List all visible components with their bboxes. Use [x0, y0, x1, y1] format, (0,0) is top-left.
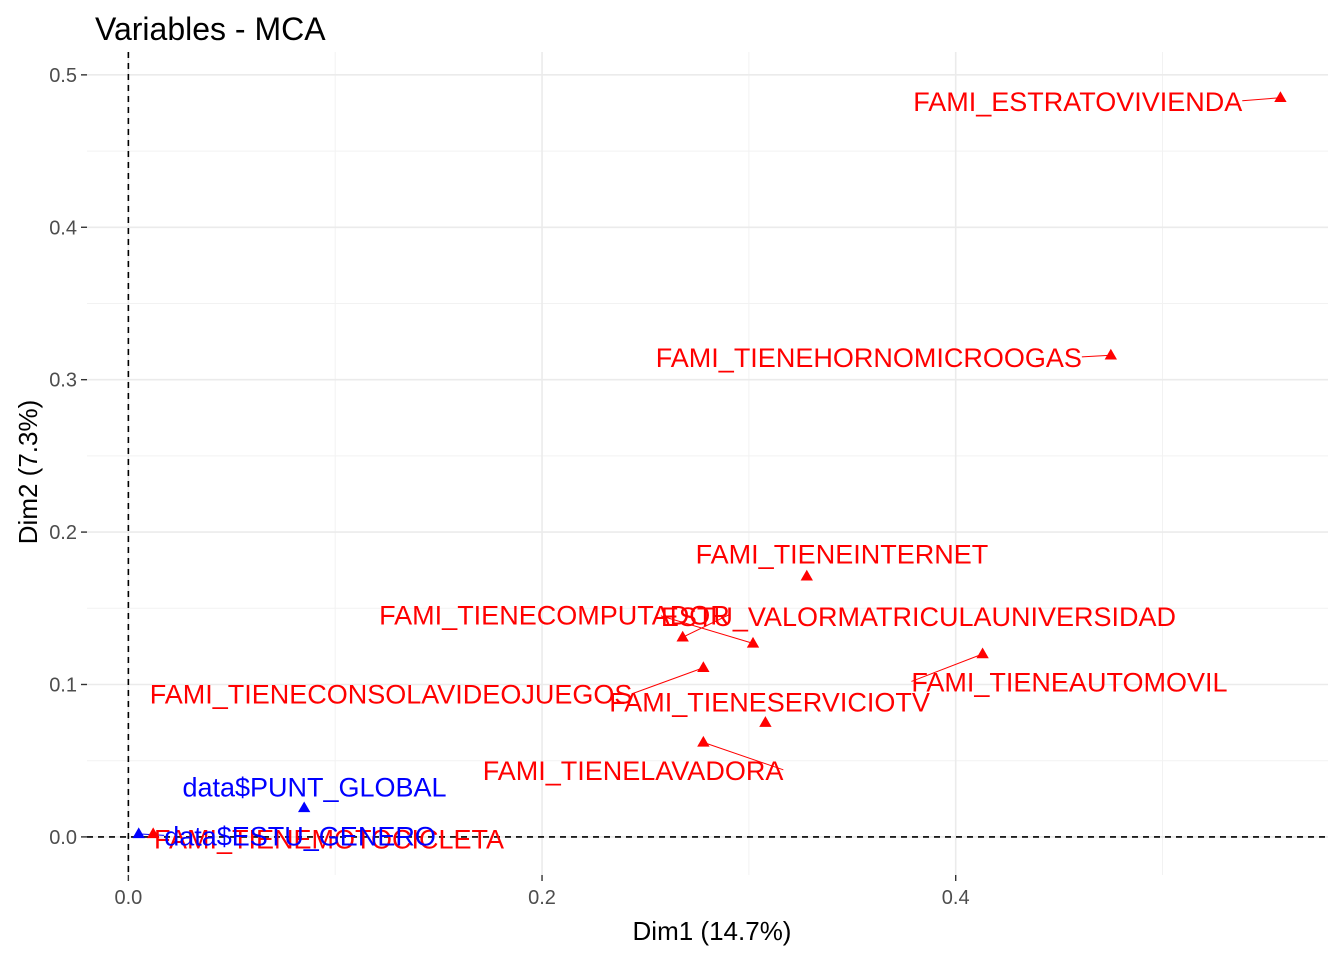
leader-line — [682, 613, 730, 638]
leader-line — [911, 653, 983, 682]
grid-major — [87, 52, 1328, 875]
data-point — [132, 827, 145, 839]
data-point — [697, 735, 710, 747]
point-label: FAMI_TIENECOMPUTADOR — [379, 600, 730, 630]
point-label: FAMI_TIENEINTERNET — [696, 539, 989, 569]
grid-minor — [87, 52, 1328, 875]
x-tick-label: 0.4 — [942, 887, 970, 909]
leader-line — [703, 741, 784, 771]
point-label: FAMI_TIENESERVICIOTV — [609, 687, 930, 717]
point-label: FAMI_ESTRATOVIVIENDA — [913, 87, 1242, 117]
y-axis-ticks: 0.0 0.1 0.2 0.3 0.4 0.5 — [49, 65, 87, 849]
point-label: data$ESTU_GENERO — [164, 821, 436, 851]
data-point — [697, 661, 710, 672]
y-tick-label: 0.2 — [49, 522, 77, 544]
point-labels: FAMI_ESTRATOVIVIENDA FAMI_TIENEHORNOMICRO… — [150, 87, 1243, 855]
y-tick-label: 0.3 — [49, 370, 77, 392]
data-point — [676, 630, 689, 642]
x-axis-label: Dim1 (14.7%) — [633, 916, 792, 946]
leader-line — [1242, 97, 1281, 102]
point-label: FAMI_TIENEAUTOMOVIL — [911, 667, 1227, 697]
data-point — [1104, 348, 1117, 360]
y-tick-label: 0.5 — [49, 65, 77, 87]
data-point — [759, 716, 772, 727]
chart-title: Variables - MCA — [95, 11, 326, 47]
data-point — [1274, 91, 1287, 102]
point-label: FAMI_TIENELAVADORA — [483, 756, 784, 786]
data-point — [976, 647, 989, 659]
x-tick-label: 0.2 — [528, 887, 556, 909]
data-point — [746, 636, 760, 648]
data-point — [147, 827, 160, 839]
data-point — [298, 801, 311, 813]
point-label: data$PUNT_GLOBAL — [182, 773, 446, 803]
point-label: FAMI_TIENEHORNOMICROOGAS — [656, 343, 1082, 373]
y-tick-label: 0.1 — [49, 674, 77, 696]
x-tick-label: 0.0 — [114, 887, 142, 909]
data-point — [800, 569, 813, 581]
label-leader-lines — [138, 97, 1281, 836]
leader-line — [1081, 354, 1111, 358]
y-tick-label: 0.0 — [49, 827, 77, 849]
data-points — [132, 91, 1287, 839]
point-label: ESTU_VALORMATRICULAUNIVERSIDAD — [661, 602, 1176, 632]
y-axis-label: Dim2 (7.3%) — [13, 400, 43, 544]
leader-line — [632, 667, 704, 695]
point-label: FAMI_TIENECONSOLAVIDEOJUEGOS — [150, 680, 633, 710]
x-axis-ticks: 0.0 0.2 0.4 — [114, 875, 970, 909]
point-label: FAMI_TIENEMOTOCICLETA — [154, 824, 504, 854]
reference-lines — [87, 52, 1328, 875]
y-tick-label: 0.4 — [49, 217, 77, 239]
leader-line — [660, 615, 754, 644]
